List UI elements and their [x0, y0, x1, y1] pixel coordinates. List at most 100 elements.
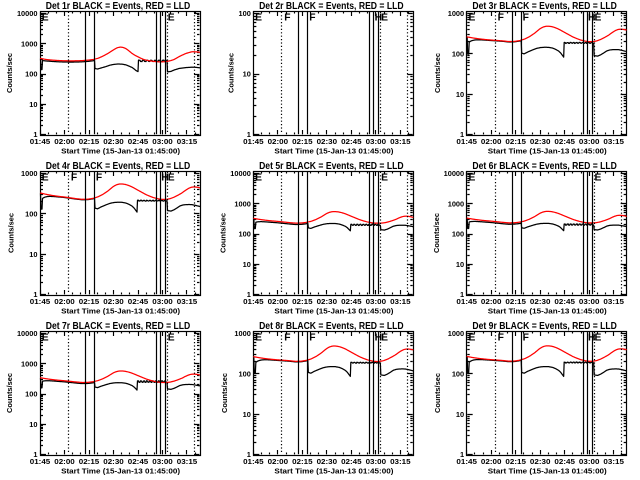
- svg-text:02:00: 02:00: [54, 137, 75, 146]
- svg-text:Counts/sec: Counts/sec: [220, 373, 229, 413]
- svg-text:02:15: 02:15: [292, 137, 313, 146]
- svg-text:H: H: [375, 333, 382, 344]
- svg-text:02:45: 02:45: [554, 457, 575, 466]
- svg-text:E: E: [255, 13, 262, 24]
- svg-text:03:15: 03:15: [390, 457, 411, 466]
- svg-text:1: 1: [247, 290, 251, 299]
- svg-text:01:45: 01:45: [243, 457, 264, 466]
- svg-text:10: 10: [29, 250, 37, 259]
- svg-text:H: H: [161, 173, 168, 184]
- svg-text:F: F: [71, 173, 77, 184]
- svg-text:01:45: 01:45: [30, 137, 51, 146]
- svg-text:02:30: 02:30: [530, 297, 551, 306]
- svg-text:H: H: [375, 13, 382, 24]
- svg-text:03:15: 03:15: [177, 297, 198, 306]
- svg-text:Det 8r BLACK = Events, RED = L: Det 8r BLACK = Events, RED = LLD: [259, 321, 404, 332]
- svg-text:Start Time (15-Jan-13 01:45:00: Start Time (15-Jan-13 01:45:00): [61, 307, 180, 316]
- svg-text:03:00: 03:00: [366, 297, 387, 306]
- svg-text:02:00: 02:00: [54, 457, 75, 466]
- svg-text:03:15: 03:15: [603, 297, 624, 306]
- svg-text:02:00: 02:00: [481, 297, 502, 306]
- svg-text:02:30: 02:30: [317, 297, 338, 306]
- svg-text:F: F: [523, 333, 529, 344]
- svg-text:1: 1: [460, 130, 464, 139]
- svg-text:1: 1: [247, 450, 251, 459]
- svg-text:E: E: [594, 333, 601, 344]
- svg-text:E: E: [42, 173, 49, 184]
- svg-text:E: E: [594, 13, 601, 24]
- svg-text:01:45: 01:45: [243, 137, 264, 146]
- svg-text:10: 10: [456, 260, 464, 269]
- svg-text:02:45: 02:45: [128, 297, 149, 306]
- svg-text:F: F: [284, 13, 290, 24]
- svg-text:F: F: [284, 333, 290, 344]
- svg-text:Start Time (15-Jan-13 01:45:00: Start Time (15-Jan-13 01:45:00): [61, 467, 180, 476]
- svg-text:Counts/sec: Counts/sec: [5, 53, 14, 93]
- svg-text:02:15: 02:15: [79, 457, 100, 466]
- svg-text:1000: 1000: [21, 169, 37, 178]
- svg-text:10: 10: [456, 90, 464, 99]
- svg-text:02:30: 02:30: [317, 137, 338, 146]
- svg-text:Start Time (15-Jan-13 01:45:00: Start Time (15-Jan-13 01:45:00): [274, 307, 393, 316]
- svg-text:02:45: 02:45: [341, 137, 362, 146]
- svg-text:Counts/sec: Counts/sec: [219, 213, 228, 253]
- svg-text:E: E: [168, 13, 175, 24]
- svg-text:Counts/sec: Counts/sec: [227, 53, 236, 93]
- svg-text:02:45: 02:45: [341, 297, 362, 306]
- svg-text:10000: 10000: [17, 329, 38, 338]
- svg-text:100: 100: [25, 390, 37, 399]
- svg-text:10: 10: [243, 410, 251, 419]
- svg-text:Start Time (15-Jan-13 01:45:00: Start Time (15-Jan-13 01:45:00): [488, 147, 607, 156]
- svg-text:10: 10: [456, 410, 464, 419]
- svg-text:03:00: 03:00: [579, 457, 600, 466]
- svg-text:100: 100: [238, 9, 250, 18]
- svg-text:02:00: 02:00: [481, 137, 502, 146]
- svg-text:Counts/sec: Counts/sec: [5, 373, 14, 413]
- svg-text:02:15: 02:15: [292, 297, 313, 306]
- svg-text:Start Time (15-Jan-13 01:45:00: Start Time (15-Jan-13 01:45:00): [274, 467, 393, 476]
- svg-text:1000: 1000: [234, 329, 250, 338]
- svg-text:10: 10: [29, 420, 37, 429]
- svg-text:E: E: [255, 333, 262, 344]
- svg-text:E: E: [381, 333, 388, 344]
- svg-text:1: 1: [33, 290, 37, 299]
- svg-text:03:15: 03:15: [177, 137, 198, 146]
- svg-text:E: E: [594, 173, 601, 184]
- svg-text:E: E: [168, 173, 175, 184]
- svg-text:1: 1: [460, 290, 464, 299]
- svg-text:H: H: [588, 13, 595, 24]
- svg-text:1000: 1000: [21, 359, 37, 368]
- svg-text:1000: 1000: [448, 199, 464, 208]
- svg-text:02:15: 02:15: [79, 137, 100, 146]
- svg-text:10000: 10000: [444, 169, 465, 178]
- svg-text:02:30: 02:30: [103, 137, 124, 146]
- svg-text:Start Time (15-Jan-13 01:45:00: Start Time (15-Jan-13 01:45:00): [61, 147, 180, 156]
- svg-text:Det 5r BLACK = Events, RED = L: Det 5r BLACK = Events, RED = LLD: [259, 161, 404, 172]
- svg-text:03:15: 03:15: [603, 457, 624, 466]
- svg-text:1: 1: [33, 130, 37, 139]
- svg-text:Counts/sec: Counts/sec: [7, 213, 16, 253]
- svg-text:E: E: [168, 333, 175, 344]
- svg-text:10: 10: [243, 260, 251, 269]
- svg-text:E: E: [381, 13, 388, 24]
- svg-text:1000: 1000: [448, 329, 464, 338]
- svg-text:F: F: [309, 333, 315, 344]
- svg-text:H: H: [588, 333, 595, 344]
- svg-text:Start Time (15-Jan-13 01:45:00: Start Time (15-Jan-13 01:45:00): [488, 307, 607, 316]
- svg-text:03:15: 03:15: [603, 137, 624, 146]
- svg-text:01:45: 01:45: [456, 457, 477, 466]
- svg-text:100: 100: [452, 230, 464, 239]
- svg-text:02:30: 02:30: [317, 457, 338, 466]
- svg-text:10: 10: [29, 100, 37, 109]
- svg-text:100: 100: [238, 230, 250, 239]
- svg-text:E: E: [381, 173, 388, 184]
- svg-text:03:00: 03:00: [152, 137, 173, 146]
- svg-text:02:30: 02:30: [103, 457, 124, 466]
- svg-text:02:45: 02:45: [554, 297, 575, 306]
- svg-text:100: 100: [452, 49, 464, 58]
- svg-text:E: E: [468, 173, 475, 184]
- svg-text:E: E: [42, 333, 49, 344]
- svg-text:01:45: 01:45: [456, 297, 477, 306]
- svg-text:02:45: 02:45: [128, 137, 149, 146]
- svg-text:02:45: 02:45: [128, 457, 149, 466]
